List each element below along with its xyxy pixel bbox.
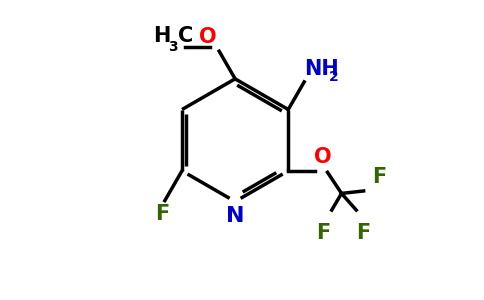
Text: O: O <box>314 147 332 167</box>
Text: 3: 3 <box>167 40 177 54</box>
Text: N: N <box>226 206 244 226</box>
Text: F: F <box>356 223 370 243</box>
Text: F: F <box>316 223 331 243</box>
Text: O: O <box>199 27 217 47</box>
Text: 2: 2 <box>329 70 338 84</box>
Text: F: F <box>155 204 169 224</box>
Text: NH: NH <box>304 59 339 79</box>
Text: C: C <box>179 26 194 46</box>
Text: F: F <box>372 167 386 187</box>
Text: H: H <box>153 26 170 46</box>
